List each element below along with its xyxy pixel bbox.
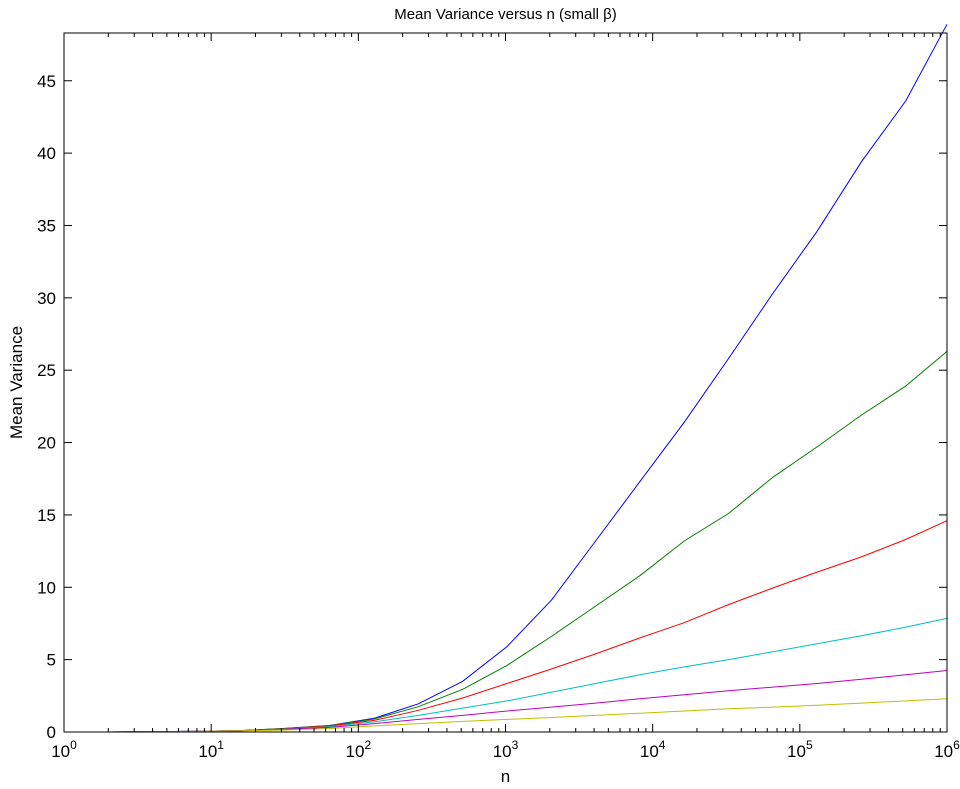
y-tick-label: 25 (37, 361, 56, 380)
plot-frame (63, 32, 948, 733)
tick-layer: 100 101 102 103 104 105 106 0 5 10 15 20 25 30 35 40 45 (37, 33, 960, 761)
y-tick-label: 30 (37, 289, 56, 308)
y-tick-label: 0 (47, 723, 56, 742)
series-line-2 (64, 351, 948, 733)
x-tick-label: 104 (640, 738, 666, 761)
y-tick-label: 15 (37, 506, 56, 525)
x-tick-label: 100 (51, 738, 77, 761)
series-line-4 (64, 617, 948, 733)
x-tick-label: 101 (198, 738, 224, 761)
y-tick-label: 40 (37, 144, 56, 163)
x-axis-label: n (501, 767, 510, 786)
y-axis-label: Mean Variance (7, 326, 26, 439)
y-tick-label: 5 (47, 651, 56, 670)
y-tick-label: 20 (37, 434, 56, 453)
series-line-3 (64, 520, 948, 733)
chart-title: Mean Variance versus n (small β) (394, 6, 617, 23)
series-line-1 (64, 24, 948, 733)
y-tick-label: 45 (37, 72, 56, 91)
y-tick-label: 10 (37, 578, 56, 597)
y-tick-label: 35 (37, 216, 56, 235)
series-layer (64, 24, 948, 733)
x-tick-label: 106 (934, 738, 960, 761)
x-tick-label: 103 (493, 738, 519, 761)
x-tick-label: 102 (346, 738, 372, 761)
x-tick-label: 105 (787, 738, 813, 761)
